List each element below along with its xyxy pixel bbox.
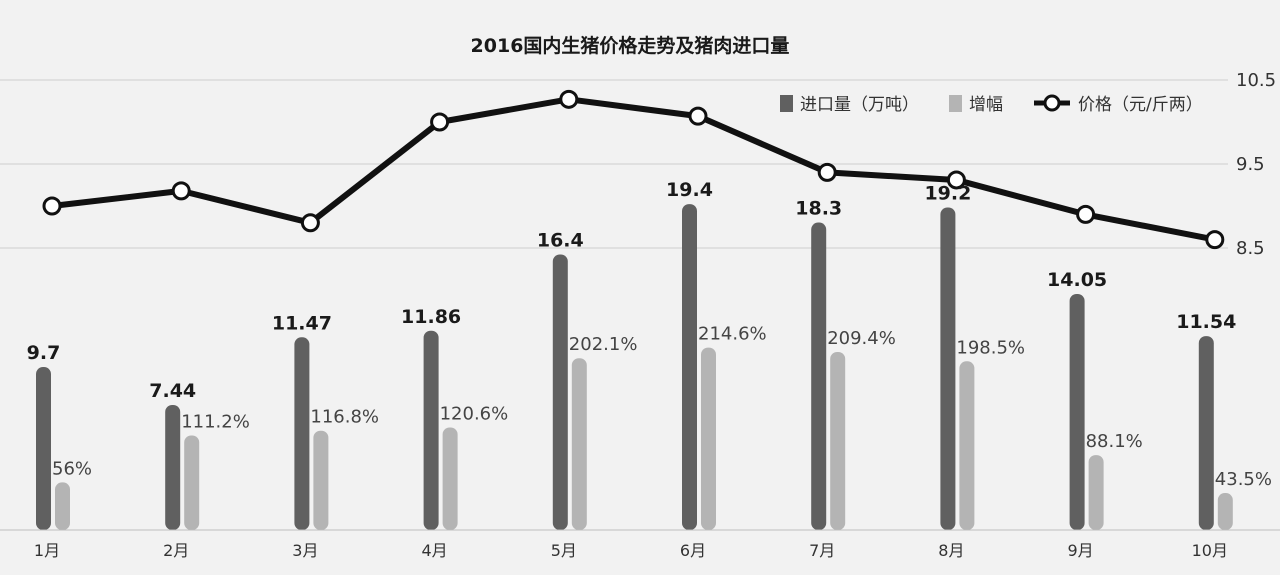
price-line-path bbox=[51, 96, 1216, 243]
growth-label: 202.1% bbox=[569, 334, 638, 355]
growth-label: 111.2% bbox=[181, 411, 250, 432]
legend-volume-swatch bbox=[780, 95, 793, 112]
growth-bar bbox=[313, 430, 329, 530]
volume-bar bbox=[552, 254, 568, 531]
price-point bbox=[559, 89, 579, 109]
growth-bar bbox=[701, 347, 716, 530]
volume-bar bbox=[682, 204, 697, 530]
growth-bar bbox=[959, 361, 975, 530]
volume-label: 18.3 bbox=[795, 198, 842, 220]
growth-bar bbox=[571, 358, 587, 530]
category-label: 10月 bbox=[1192, 541, 1228, 560]
volume-bar bbox=[36, 367, 51, 530]
growth-bar bbox=[830, 352, 846, 530]
right-tick-label: 10.5 bbox=[1236, 70, 1276, 91]
category-label: 4月 bbox=[422, 541, 448, 560]
growth-label: 56% bbox=[52, 458, 92, 479]
growth-label: 88.1% bbox=[1086, 431, 1143, 452]
volume-label: 7.44 bbox=[149, 380, 196, 402]
price-point bbox=[300, 213, 320, 233]
category-label: 2月 bbox=[163, 541, 189, 560]
gridlines bbox=[0, 79, 1228, 249]
price-line bbox=[42, 89, 1225, 250]
price-point bbox=[817, 162, 837, 182]
volume-bar bbox=[294, 337, 310, 530]
volume-label: 19.4 bbox=[666, 179, 713, 201]
bars bbox=[36, 204, 1233, 531]
volume-bar bbox=[811, 222, 827, 530]
growth-label: 116.8% bbox=[310, 407, 379, 428]
price-point bbox=[171, 181, 191, 201]
volume-label: 14.05 bbox=[1047, 269, 1107, 291]
legend-price-marker bbox=[1043, 94, 1061, 112]
right-tick-label: 9.5 bbox=[1236, 154, 1265, 175]
legend: 进口量（万吨） 增幅 价格（元/斤两） bbox=[780, 94, 1203, 115]
growth-label: 120.6% bbox=[440, 403, 509, 424]
category-label: 7月 bbox=[809, 541, 835, 560]
growth-label: 214.6% bbox=[698, 324, 767, 345]
price-point bbox=[430, 112, 450, 132]
growth-label: 43.5% bbox=[1215, 469, 1272, 490]
volume-bar bbox=[1198, 336, 1214, 530]
volume-label: 11.54 bbox=[1176, 311, 1236, 333]
volume-label: 16.4 bbox=[537, 229, 584, 251]
category-label: 1月 bbox=[34, 541, 60, 560]
legend-growth-label: 增幅 bbox=[969, 95, 1003, 115]
chart-title: 2016国内生猪价格走势及猪肉进口量 bbox=[471, 34, 790, 57]
category-label: 3月 bbox=[292, 541, 318, 560]
growth-bar bbox=[1217, 493, 1233, 530]
growth-bar bbox=[55, 482, 70, 530]
volume-label: 11.86 bbox=[401, 306, 461, 328]
growth-label: 198.5% bbox=[956, 337, 1025, 358]
axes: 10.5 9.5 8.5 1月 2月 3月 4月 5月 6月 7月 8月 9月 10月 bbox=[0, 70, 1280, 560]
growth-bar bbox=[1088, 455, 1104, 530]
legend-price-label: 价格（元/斤两） bbox=[1078, 95, 1203, 115]
growth-bar bbox=[184, 435, 200, 530]
price-point bbox=[42, 196, 62, 216]
growth-label: 209.4% bbox=[827, 328, 896, 349]
volume-bar bbox=[165, 405, 181, 530]
data-labels: 9.7 56% 7.44 111.2% 11.47 116.8% 11.86 120.6% 16… bbox=[27, 179, 1272, 490]
price-point bbox=[1076, 204, 1096, 224]
growth-bar bbox=[442, 427, 458, 530]
price-point bbox=[946, 170, 966, 190]
price-point bbox=[688, 106, 708, 126]
legend-growth-swatch bbox=[949, 95, 962, 112]
legend-volume-label: 进口量（万吨） bbox=[800, 95, 919, 115]
volume-label: 11.47 bbox=[272, 312, 332, 334]
price-point bbox=[1205, 230, 1225, 250]
volume-bar bbox=[940, 207, 956, 530]
volume-bar bbox=[423, 330, 439, 530]
right-tick-label: 8.5 bbox=[1236, 238, 1265, 259]
category-label: 9月 bbox=[1068, 541, 1094, 560]
volume-bar bbox=[1069, 293, 1085, 530]
category-label: 6月 bbox=[680, 541, 706, 560]
volume-label: 19.2 bbox=[924, 182, 971, 204]
category-label: 8月 bbox=[938, 541, 964, 560]
category-label: 5月 bbox=[551, 541, 577, 560]
volume-label: 9.7 bbox=[27, 342, 61, 364]
